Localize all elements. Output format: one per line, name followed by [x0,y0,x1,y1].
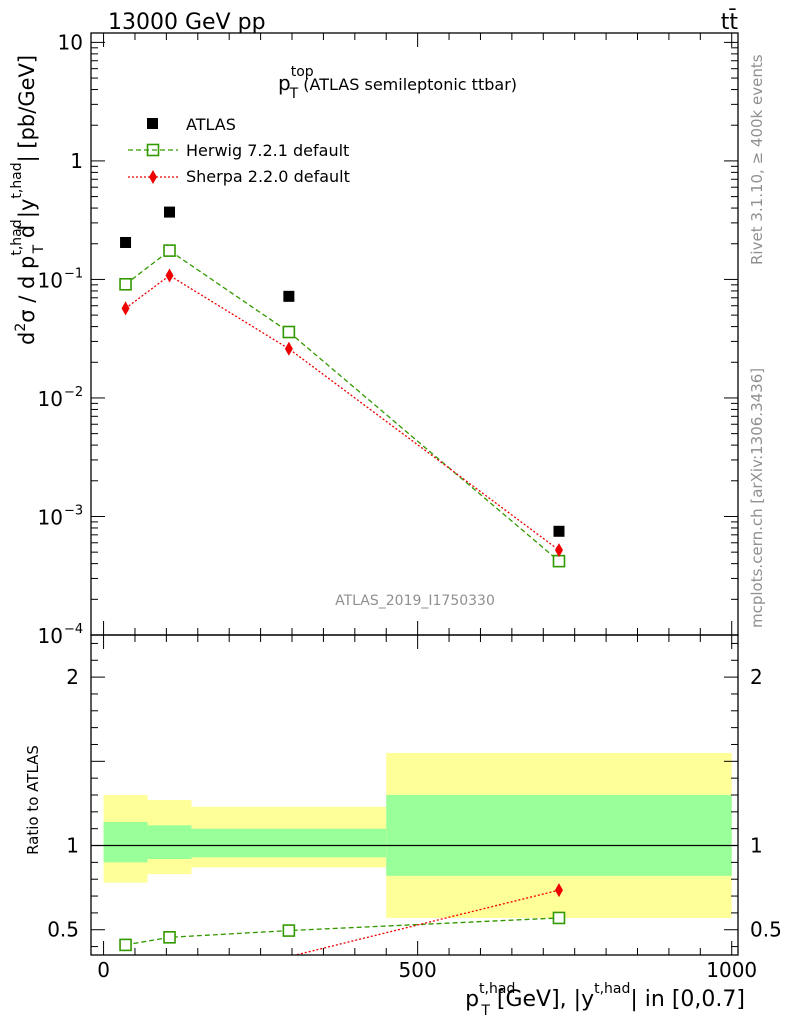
ratio-herwig-point [119,938,132,952]
top-y-tick-label-exponent: −3 [64,503,83,518]
x-tick-label: 1000 [706,958,757,982]
top-y-tick-label: 10 [38,268,63,292]
process-label: tt̄ [721,9,739,35]
ratio-y-tick-label-left: 2 [66,665,79,689]
top-herwig-point [119,277,132,291]
legend: ATLAS Herwig 7.2.1 default Sherpa 2.2.0 … [128,115,350,186]
top-y-tick-label-exponent: −4 [64,622,83,637]
top-y-tick-label-exponent: −1 [64,266,83,281]
top-atlas-point [120,236,132,248]
ratio-y-tick-label-right: 1 [750,834,763,858]
ratio-herwig-line [125,917,560,946]
ratio-sherpa-point [554,883,563,898]
legend-herwig-label: Herwig 7.2.1 default [186,141,349,160]
analysis-id-label: ATLAS_2019_I1750330 [335,593,495,609]
x-tick-label: 0 [97,958,110,982]
top-sherpa-point [284,341,293,356]
ratio-uncertainty-bands [103,752,732,918]
ratio-band-inner [147,825,192,859]
top-y-tick-label: 10 [58,30,83,54]
ratio-band-inner [386,795,732,876]
legend-sherpa-marker [149,170,157,184]
legend-sherpa-label: Sherpa 2.2.0 default [186,167,350,186]
legend-herwig-marker [146,143,160,157]
top-y-tick-label: 10 [38,624,63,648]
top-herwig-point [282,325,296,339]
x-tick-label: 500 [399,958,437,982]
ratio-y-tick-label-right: 2 [750,665,763,689]
top-y-tick-label: 10 [38,505,63,529]
legend-atlas-label: ATLAS [186,115,236,134]
plot-title: ptop T (ATLAS semileptonic ttbar) [278,64,517,102]
top-herwig-point [163,244,176,257]
ratio-herwig-point [552,911,566,925]
top-y-tick-label: 1 [70,149,83,173]
ratio-band-inner [103,821,148,863]
ratio-y-tick-label-right: 0.5 [750,918,782,942]
top-sherpa-line [125,274,560,551]
ratio-y-tick-label-left: 1 [66,834,79,858]
top-atlas-point [164,206,176,218]
top-y-tick-label: 10 [38,387,63,411]
ratio-y-axis-label: Ratio to ATLAS [24,745,42,855]
ratio-herwig-point [163,931,176,944]
top-herwig-line [125,249,560,562]
top-herwig-point [552,554,566,568]
mcplots-label: mcplots.cern.ch [arXiv:1306.3436] [748,368,766,628]
ratio-herwig-point [282,924,296,937]
top-sherpa-point [554,543,563,558]
top-sherpa-point [165,268,174,283]
rivet-version-label: Rivet 3.1.10, ≥ 400k events [748,54,766,265]
top-atlas-point [553,525,565,537]
x-axis-label: pt,had T [GeV], |yt,had| in [0,0.7] [465,981,745,1019]
top-atlas-point [283,290,295,302]
ratio-y-tick-label-left: 0.5 [47,918,79,942]
ratio-band-inner [191,828,387,858]
top-sherpa-point [121,301,130,316]
energy-label: 13000 GeV pp [108,10,266,35]
legend-atlas-marker [147,118,158,129]
top-y-tick-label-exponent: −2 [64,385,83,400]
top-y-axis-label: d2σ / d pt,had T d |yt,had| [pb/GeV] [9,55,47,345]
